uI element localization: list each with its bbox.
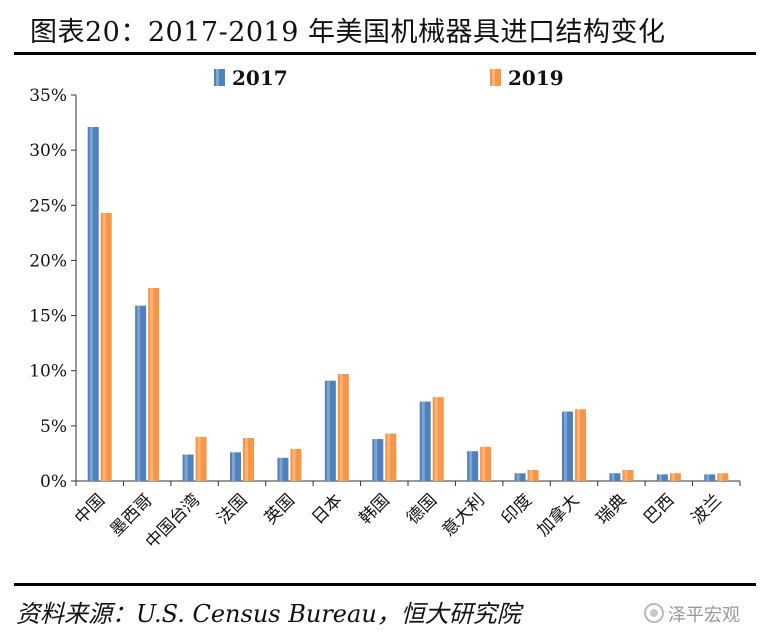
bar-highlight [434,397,438,481]
bar-2017 [277,457,289,481]
bar-highlight [469,451,473,481]
bar-highlight [102,213,106,481]
y-tick-label: 35% [29,86,67,106]
bar-highlight [374,439,378,481]
bar-highlight [326,380,330,481]
bar-2017 [514,473,526,481]
y-tick-label: 30% [29,141,67,161]
bar-2019 [717,473,729,481]
source-note: 资料来源：U.S. Census Bureau，恒大研究院 [16,600,521,628]
bar-2017 [372,439,384,481]
bar-highlight [529,469,533,481]
bar-2017 [562,411,573,481]
bar-2017 [135,305,147,481]
bar-highlight [279,457,283,481]
category-label: 加拿大 [533,490,584,541]
bar-2017 [230,452,241,481]
bar-highlight [245,437,248,481]
bar-2019 [480,446,492,481]
category-label: 中国 [71,490,109,528]
legend-label-2017: 2017 [232,66,288,90]
category-label: 英国 [261,490,299,528]
bar-2019 [290,449,302,481]
bar-2017 [324,380,336,481]
category-label: 瑞典 [593,490,631,528]
bar-2017 [704,474,716,481]
bar-highlight [292,449,296,481]
bar-highlight [339,374,343,481]
bar-highlight [658,474,662,481]
bar-2017 [656,474,668,481]
category-label: 日本 [308,490,346,528]
bar-highlight [482,446,486,481]
category-label: 巴西 [640,490,678,528]
bar-highlight [671,473,675,481]
bar-highlight [184,454,188,481]
category-label: 法国 [213,490,251,528]
bar-2019 [622,469,634,481]
bar-2019 [527,469,539,481]
legend-swatch-2019 [490,69,501,86]
bar-highlight [150,288,154,481]
bar-2017 [467,451,479,481]
y-tick-label: 15% [29,307,67,327]
bar-2017 [182,454,194,481]
bar-highlight [564,411,567,481]
title-rule [14,52,756,55]
y-tick-label: 25% [29,196,67,216]
category-label: 德国 [403,490,441,528]
legend-label-2019: 2019 [508,66,564,90]
legend-swatch-2017 [214,69,225,86]
bar-highlight [232,452,235,481]
wechat-logo-icon [644,603,664,623]
bar-highlight [624,469,628,481]
category-label: 印度 [498,490,536,528]
bar-2017 [609,473,621,481]
bar-2017 [419,401,431,481]
bar-2019 [195,436,207,481]
bar-2019 [575,409,586,481]
y-tick-label: 20% [29,251,67,271]
legend-swatch-highlight [492,69,495,86]
bar-highlight [577,409,580,481]
chart-title: 图表20：2017-2019 年美国机械器具进口结构变化 [30,17,666,48]
y-tick-label: 5% [40,417,67,437]
category-label: 波兰 [688,490,726,528]
bar-2019 [100,213,112,481]
bar-highlight [706,474,710,481]
bar-highlight [387,433,391,481]
category-label: 韩国 [356,490,394,528]
bar-2019 [243,437,254,481]
bar-chart: 0%5%10%15%20%25%30%35%中国墨西哥中国台湾 法国 英国 日本 韩国德… [29,66,741,553]
legend-swatch-highlight [216,69,219,86]
bar-highlight [89,126,93,482]
bar-2017 [87,126,99,482]
bar-highlight [137,305,141,481]
category-label: 意大利 [438,490,488,540]
watermark: 泽平宏观 [668,605,740,626]
source-rule [14,583,756,586]
bar-highlight [611,473,615,481]
bar-highlight [516,473,520,481]
bar-2019 [385,433,397,481]
y-tick-label: 10% [29,362,67,382]
bar-highlight [421,401,425,481]
bar-2019 [148,288,160,481]
bar-highlight [719,473,723,481]
bar-2019 [337,374,349,481]
bar-2019 [432,397,444,481]
bar-2019 [669,473,681,481]
bar-highlight [197,436,201,481]
y-tick-label: 0% [40,472,67,492]
